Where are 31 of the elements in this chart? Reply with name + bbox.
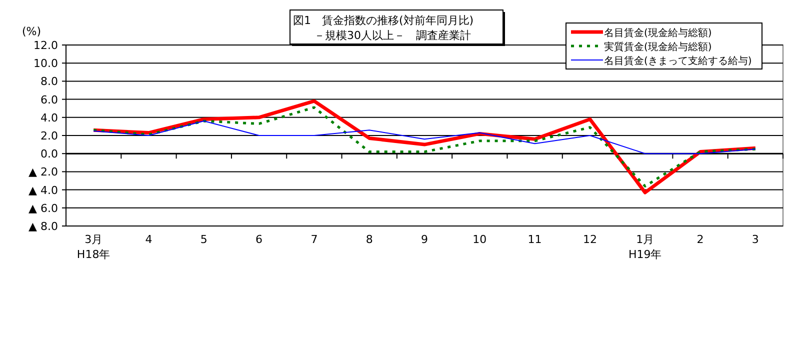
x-tick-label: 11 xyxy=(528,233,542,246)
x-tick-label: 4 xyxy=(145,233,152,246)
line-series xyxy=(93,120,756,154)
y-tick-label: ▲ 8.0 xyxy=(28,220,58,233)
x-tick-label: 12 xyxy=(582,233,597,246)
y-tick-label: 0.0 xyxy=(40,148,58,161)
y-tick-label: ▲ 4.0 xyxy=(28,184,58,197)
x-tick-label: 9 xyxy=(421,233,428,246)
x-tick-label: 5 xyxy=(200,233,208,246)
y-axis-title: (%) xyxy=(22,25,42,38)
chart-title: 図1 賃金指数の推移(対前年同月比) xyxy=(293,14,474,27)
y-tick-label: ▲ 6.0 xyxy=(28,202,58,215)
x-tick-label: 10 xyxy=(472,233,487,246)
y-tick-label: 2.0 xyxy=(40,130,58,142)
y-tick-label: 8.0 xyxy=(40,75,58,88)
x-tick-label: 3 xyxy=(752,233,759,246)
x-tick-label: 1月 H19年 xyxy=(628,233,662,261)
y-tick-label: 12.0 xyxy=(34,39,58,52)
legend-label: 実質賃金(現金給与総額) xyxy=(604,41,712,53)
x-tick-label: 8 xyxy=(366,233,373,246)
y-tick-label: 4.0 xyxy=(40,111,58,124)
x-tick-label: 2 xyxy=(696,233,704,246)
y-tick-label: 10.0 xyxy=(34,57,58,70)
chart-subtitle: －規模30人以上－ 調査産業計 xyxy=(314,29,471,42)
legend-label: 名目賃金(現金給与総額) xyxy=(604,27,712,39)
legend-label: 名目賃金(きまって支給する給与) xyxy=(604,55,752,67)
x-tick-label: 3月 H18年 xyxy=(76,233,110,261)
x-tick-label: 6 xyxy=(256,233,263,246)
y-tick-label: 6.0 xyxy=(40,93,58,106)
y-tick-label: ▲ 2.0 xyxy=(28,166,58,179)
x-tick-label: 7 xyxy=(310,233,318,246)
